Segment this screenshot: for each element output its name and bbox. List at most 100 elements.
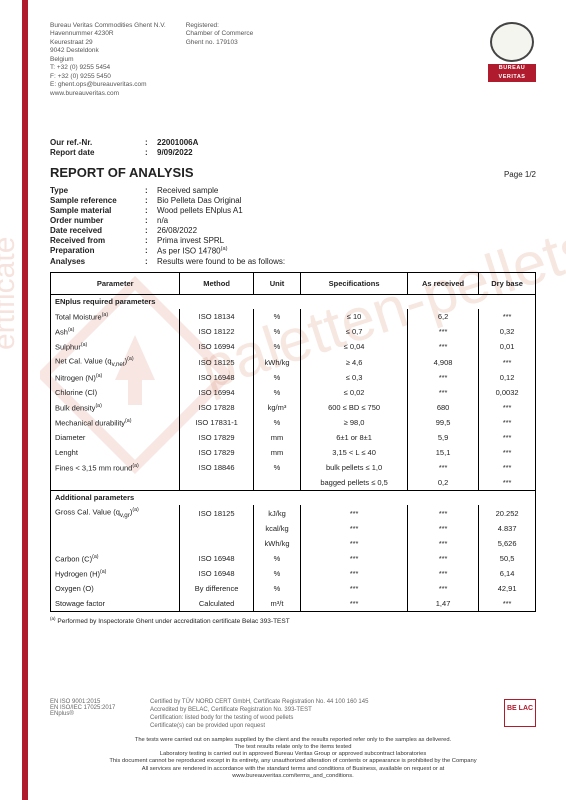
info-value: Prima invest SPRL xyxy=(157,236,224,245)
asrec-cell: 1,47 xyxy=(407,596,478,611)
unit-cell: m³/t xyxy=(253,596,300,611)
asrec-cell: *** xyxy=(407,521,478,536)
info-row: Received from:Prima invest SPRL xyxy=(50,236,536,245)
info-row: Analyses:Results were found to be as fol… xyxy=(50,257,536,266)
unit-cell: % xyxy=(253,385,300,400)
address-line: Belgium xyxy=(50,56,166,64)
info-value: Wood pellets ENplus A1 xyxy=(157,206,243,215)
param-cell: Ash(a) xyxy=(51,324,180,339)
info-row: Date received:26/08/2022 xyxy=(50,226,536,235)
spec-cell: *** xyxy=(301,596,408,611)
method-cell xyxy=(180,536,253,551)
table-row: Ash(a) ISO 18122 % ≤ 0,7 *** 0,32 xyxy=(51,324,536,339)
sample-info: Type:Received sampleSample reference:Bio… xyxy=(50,186,536,266)
asrec-cell: *** xyxy=(407,581,478,596)
unit-cell xyxy=(253,475,300,490)
table-row: Lenght ISO 17829 mm 3,15 < L ≤ 40 15,1 *… xyxy=(51,445,536,460)
unit-cell: % xyxy=(253,309,300,324)
address-line: 9042 Desteldonk xyxy=(50,47,166,55)
drybase-cell: 0,32 xyxy=(479,324,536,339)
address-line: Havennummer 4230R xyxy=(50,30,166,38)
unit-cell: % xyxy=(253,415,300,430)
info-value: Bio Pelleta Das Original xyxy=(157,196,241,205)
belac-logo xyxy=(504,699,536,727)
asrec-cell: 99,5 xyxy=(407,415,478,430)
unit-cell: % xyxy=(253,460,300,475)
asrec-cell: 0,2 xyxy=(407,475,478,490)
spec-cell: *** xyxy=(301,505,408,521)
method-cell: ISO 16948 xyxy=(180,370,253,385)
cert-details: Certified by TÜV NORD CERT GmbH, Certifi… xyxy=(140,699,504,730)
info-row: Order number:n/a xyxy=(50,216,536,225)
method-cell: ISO 17831-1 xyxy=(180,415,253,430)
param-cell: Mechanical durability(a) xyxy=(51,415,180,430)
asrec-cell: *** xyxy=(407,536,478,551)
unit-cell: kg/m³ xyxy=(253,400,300,415)
spec-cell: ≤ 10 xyxy=(301,309,408,324)
ref-label: Our ref.-Nr. xyxy=(50,138,145,147)
spec-cell: ≤ 0,04 xyxy=(301,339,408,354)
company-address: Bureau Veritas Commodities Ghent N.V.Hav… xyxy=(50,22,166,98)
spec-cell: *** xyxy=(301,536,408,551)
watermark-side: ertificate xyxy=(0,237,22,350)
method-cell: Calculated xyxy=(180,596,253,611)
table-row: bagged pellets ≤ 0,5 0,2 *** xyxy=(51,475,536,490)
spec-cell: *** xyxy=(301,521,408,536)
unit-cell: % xyxy=(253,581,300,596)
table-row: Chlorine (Cl) ISO 16994 % ≤ 0,02 *** 0,0… xyxy=(51,385,536,400)
table-row: Nitrogen (N)(a) ISO 16948 % ≤ 0,3 *** 0,… xyxy=(51,370,536,385)
method-cell: ISO 17829 xyxy=(180,430,253,445)
unit-cell: kcal/kg xyxy=(253,521,300,536)
bureau-veritas-logo: BUREAU VERITAS xyxy=(488,22,536,98)
col-header: Specifications xyxy=(301,272,408,294)
table-row: Diameter ISO 17829 mm 6±1 or 8±1 5,9 *** xyxy=(51,430,536,445)
method-cell: ISO 17828 xyxy=(180,400,253,415)
asrec-cell: *** xyxy=(407,385,478,400)
table-row: Carbon (C)(a) ISO 16948 % *** *** 50,5 xyxy=(51,551,536,566)
table-row: kcal/kg *** *** 4.837 xyxy=(51,521,536,536)
reg-line: Registered: xyxy=(186,22,254,30)
info-label: Analyses xyxy=(50,257,145,266)
drybase-cell: *** xyxy=(479,596,536,611)
table-row: Mechanical durability(a) ISO 17831-1 % ≥… xyxy=(51,415,536,430)
registration-info: Registered:Chamber of CommerceGhent no. … xyxy=(186,22,254,98)
drybase-cell: *** xyxy=(479,415,536,430)
info-row: Sample material:Wood pellets ENplus A1 xyxy=(50,206,536,215)
table-row: Net Cal. Value (qv,net)(a) ISO 18125 kWh… xyxy=(51,354,536,370)
unit-cell: mm xyxy=(253,445,300,460)
cert-standards: EN ISO 9001:2015EN ISO/IEC 17025:2017ENp… xyxy=(50,699,140,717)
spec-cell: ≥ 98,0 xyxy=(301,415,408,430)
asrec-cell: 15,1 xyxy=(407,445,478,460)
info-label: Order number xyxy=(50,216,145,225)
asrec-cell: *** xyxy=(407,324,478,339)
spec-cell: *** xyxy=(301,581,408,596)
info-label: Received from xyxy=(50,236,145,245)
report-meta: Our ref.-Nr. : 22001006A Report date : 9… xyxy=(50,138,536,157)
spec-cell: ≤ 0,7 xyxy=(301,324,408,339)
unit-cell: mm xyxy=(253,430,300,445)
unit-cell: kWh/kg xyxy=(253,354,300,370)
unit-cell: % xyxy=(253,551,300,566)
spec-cell: ≥ 4,6 xyxy=(301,354,408,370)
col-header: Unit xyxy=(253,272,300,294)
asrec-cell: *** xyxy=(407,370,478,385)
spec-cell: ≤ 0,3 xyxy=(301,370,408,385)
method-cell: By difference xyxy=(180,581,253,596)
address-line: T: +32 (0) 9255 5454 xyxy=(50,64,166,72)
spec-cell: 3,15 < L ≤ 40 xyxy=(301,445,408,460)
section-row: ENplus required parameters xyxy=(51,294,536,309)
param-cell: Stowage factor xyxy=(51,596,180,611)
param-cell xyxy=(51,536,180,551)
param-cell: Total Moisture(a) xyxy=(51,309,180,324)
address-line: www.bureauveritas.com xyxy=(50,90,166,98)
cert-block: EN ISO 9001:2015EN ISO/IEC 17025:2017ENp… xyxy=(50,699,536,730)
asrec-cell: *** xyxy=(407,339,478,354)
col-header: As received xyxy=(407,272,478,294)
drybase-cell: *** xyxy=(479,309,536,324)
col-header: Dry base xyxy=(479,272,536,294)
section-row: Additional parameters xyxy=(51,490,536,505)
table-header-row: ParameterMethodUnitSpecificationsAs rece… xyxy=(51,272,536,294)
param-cell: Fines < 3,15 mm round(a) xyxy=(51,460,180,475)
method-cell: ISO 18125 xyxy=(180,354,253,370)
param-cell: Oxygen (O) xyxy=(51,581,180,596)
